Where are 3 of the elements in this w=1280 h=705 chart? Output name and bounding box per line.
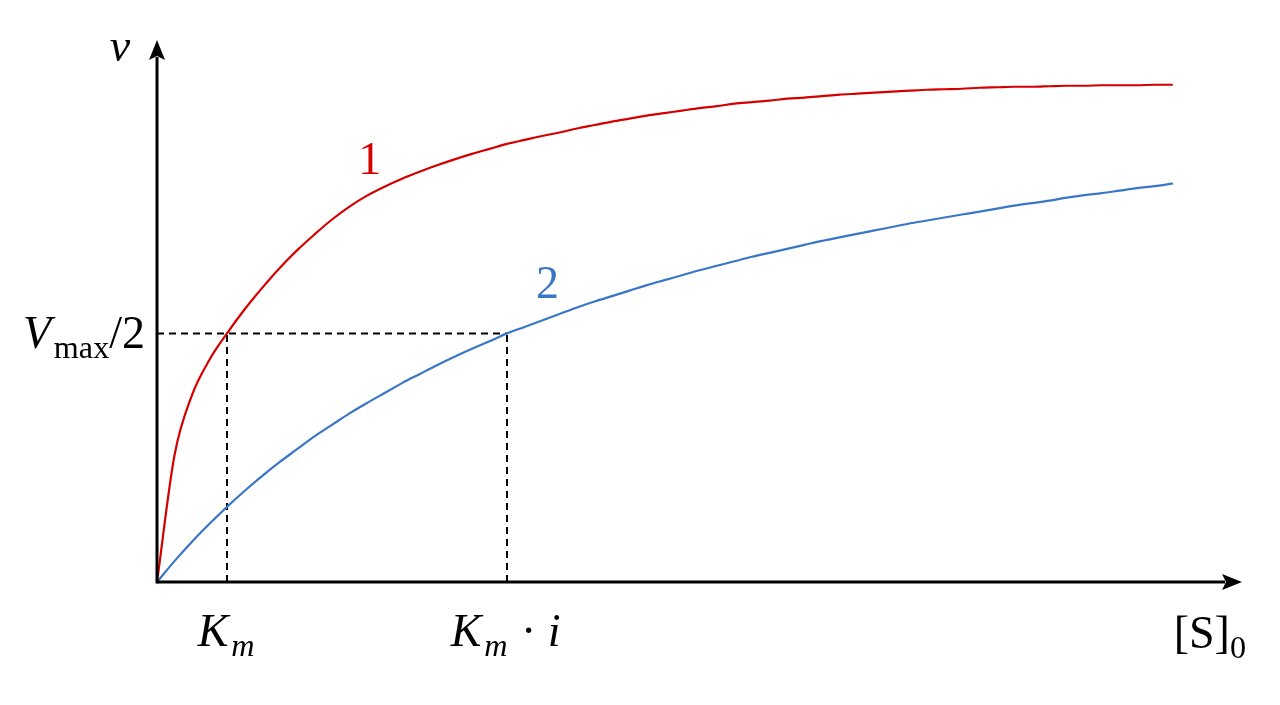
series-label: 1 bbox=[358, 133, 382, 185]
series-label: 2 bbox=[536, 257, 560, 309]
y-axis-title: v bbox=[109, 20, 131, 71]
